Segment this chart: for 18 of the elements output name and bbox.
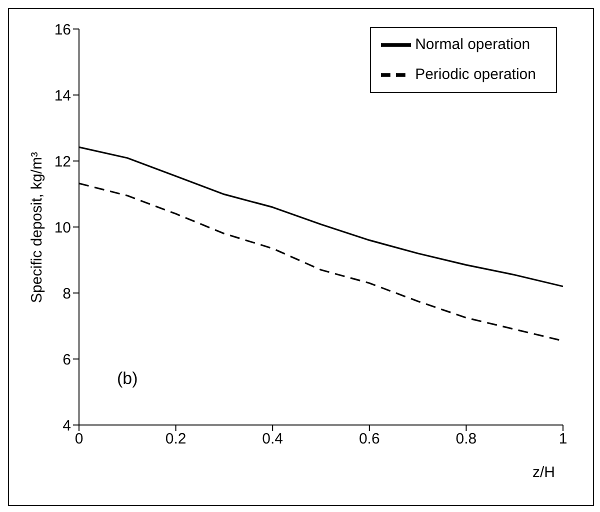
y-tick-label: 6 bbox=[62, 351, 71, 368]
x-tick-label: 0.4 bbox=[262, 430, 284, 448]
y-tick-label: 16 bbox=[54, 21, 71, 38]
y-tick-label: 12 bbox=[54, 153, 71, 170]
y-tick-label: 8 bbox=[62, 285, 71, 302]
y-tick-label: 10 bbox=[54, 219, 71, 236]
annotation: (b) bbox=[117, 369, 138, 389]
legend-label: Periodic operation bbox=[415, 66, 536, 83]
y-tick-label: 14 bbox=[54, 87, 71, 104]
x-tick-label: 0.2 bbox=[165, 430, 186, 448]
x-tick-label: 0.8 bbox=[456, 430, 477, 448]
x-tick-label: 0 bbox=[74, 430, 84, 448]
legend-label: Normal operation bbox=[415, 36, 530, 53]
x-axis-title: z/H bbox=[532, 464, 555, 481]
y-tick-label: 4 bbox=[62, 417, 71, 434]
x-tick-label: 0.6 bbox=[358, 430, 380, 448]
y-axis-title: Specific deposit, kg/m³ bbox=[28, 151, 46, 305]
x-tick-label: 1 bbox=[558, 430, 568, 448]
